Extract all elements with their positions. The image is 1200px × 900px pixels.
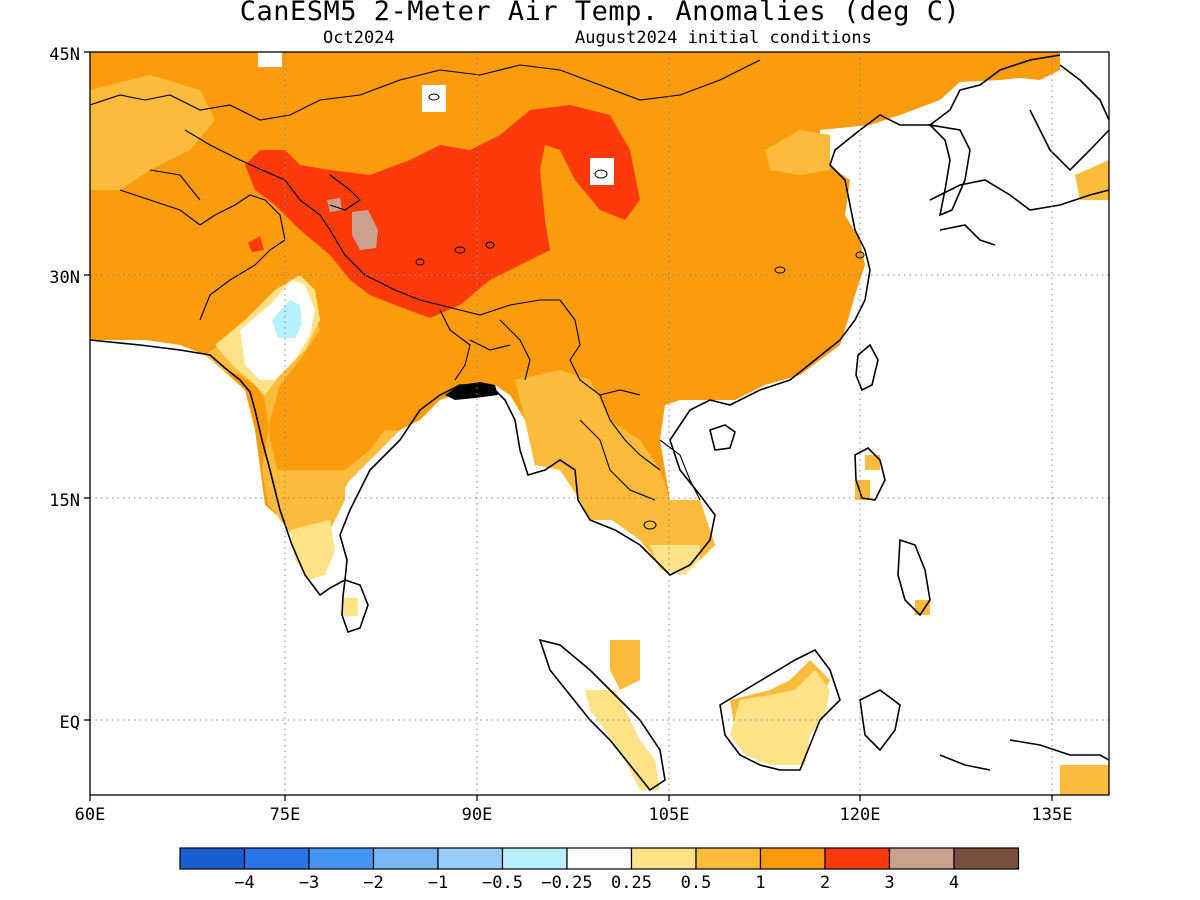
- lon-label-105e: 105E: [649, 805, 690, 825]
- anomaly-region-japan: [1000, 52, 1060, 80]
- anomaly-region-pakistan-small: [248, 236, 264, 252]
- anomaly-field: [90, 52, 1109, 795]
- anomaly-region-2-to-3: [245, 105, 640, 318]
- country-borders: [90, 59, 761, 501]
- anomaly-region-japan-south: [1075, 160, 1109, 200]
- colorbar-label: −2: [363, 873, 383, 893]
- colorbar-swatch: [372, 847, 439, 870]
- anomaly-region-3-to-4-small: [327, 198, 342, 212]
- masked-cell: [258, 52, 282, 67]
- colorbar-label: 0.5: [681, 873, 712, 893]
- anomaly-region-new-guinea: [1060, 765, 1109, 795]
- lon-label-120e: 120E: [840, 805, 881, 825]
- lon-label-135e: 135E: [1032, 805, 1073, 825]
- axis-ticks: [84, 51, 1053, 801]
- colorbar-label: 3: [884, 873, 894, 893]
- masked-cell: [590, 158, 614, 185]
- anomaly-region-light-sumatra: [585, 690, 660, 790]
- colorbar-swatch: [824, 847, 891, 870]
- colorbar-swatch: [695, 847, 762, 870]
- colorbar-swatch: [953, 847, 1020, 870]
- map-title: CanESM5 2-Meter Air Temp. Anomalies (deg…: [239, 0, 961, 27]
- colorbar-swatch: [437, 847, 504, 870]
- initial-conditions: August2024 initial conditions: [575, 28, 872, 48]
- lat-label-45n: 45N: [49, 45, 80, 65]
- masked-cell: [422, 85, 446, 112]
- lakes: [415, 93, 865, 530]
- colorbar-swatch: [630, 847, 697, 870]
- anomaly-region-light-borneo: [730, 670, 830, 765]
- colorbar-swatch: [308, 847, 375, 870]
- colorbar-swatch: [243, 847, 310, 870]
- anomaly-region-sumatra-patch: [610, 640, 640, 690]
- colorbar-label: −0.5: [482, 873, 523, 893]
- forecast-month: Oct2024: [323, 28, 395, 48]
- map-frame: [89, 51, 1110, 796]
- anomaly-region-northeast-china: [765, 130, 830, 175]
- anomaly-region-cool-india: [272, 300, 302, 338]
- colorbar-label: 0.25: [611, 873, 652, 893]
- lon-label-60e: 60E: [75, 805, 106, 825]
- colorbar-label: −0.25: [541, 873, 592, 893]
- lon-label-75e: 75E: [270, 805, 301, 825]
- anomaly-region-3-to-4: [352, 210, 378, 250]
- colorbar-label: 2: [820, 873, 830, 893]
- anomaly-region-light-sri-lanka: [342, 598, 358, 616]
- colorbar-label: 1: [755, 873, 765, 893]
- lat-label-15n: 15N: [49, 491, 80, 511]
- colorbar-swatch: [501, 847, 568, 870]
- coastlines: [90, 54, 1109, 792]
- lat-label-30n: 30N: [49, 268, 80, 288]
- colorbar-swatch: [759, 847, 826, 870]
- colorbar-label: −1: [428, 873, 448, 893]
- anomaly-region-west: [90, 75, 215, 190]
- colorbar-labels: −4 −3 −2 −1 −0.5 −0.25 0.25 0.5 1 2 3 4: [234, 873, 959, 893]
- lon-label-90e: 90E: [462, 805, 493, 825]
- colorbar-swatch: [566, 847, 633, 870]
- colorbar: [179, 847, 1020, 870]
- lat-label-eq: EQ: [60, 713, 80, 733]
- colorbar-label: −4: [234, 873, 254, 893]
- anomaly-region-indochina: [515, 370, 715, 575]
- colorbar-label: −3: [299, 873, 319, 893]
- colorbar-swatch: [179, 847, 246, 870]
- ganges-delta: [445, 382, 498, 400]
- colorbar-label: 4: [949, 873, 959, 893]
- colorbar-swatch: [888, 847, 955, 870]
